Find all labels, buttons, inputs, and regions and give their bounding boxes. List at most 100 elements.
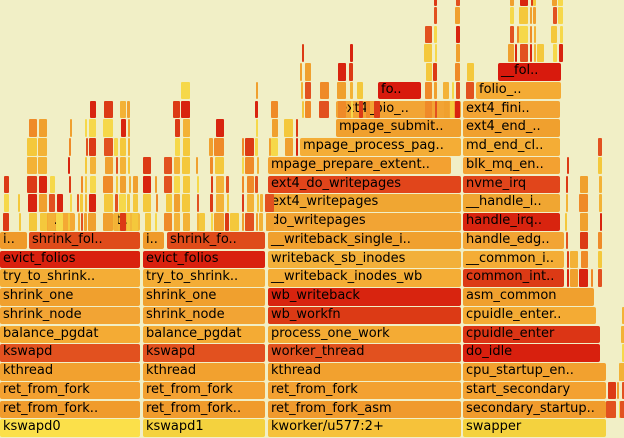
flame-frame-unlabeled[interactable] — [606, 400, 616, 418]
flame-frame-unlabeled[interactable] — [183, 175, 190, 193]
flame-frame-unlabeled[interactable] — [216, 175, 224, 193]
flame-frame-unlabeled[interactable] — [77, 194, 79, 212]
flame-frame-unlabeled[interactable] — [305, 100, 311, 118]
flame-frame-unlabeled[interactable] — [425, 25, 432, 43]
flame-frame-unlabeled[interactable] — [211, 213, 213, 231]
flame-frame-unlabeled[interactable] — [565, 213, 567, 231]
flame-frame[interactable]: wb_workfn — [268, 306, 461, 325]
flame-frame-unlabeled[interactable] — [227, 194, 229, 212]
flame-frame-unlabeled[interactable] — [271, 138, 278, 156]
flame-frame-unlabeled[interactable] — [452, 81, 454, 100]
flame-frame-unlabeled[interactable] — [302, 44, 304, 62]
flame-frame-unlabeled[interactable] — [90, 156, 96, 175]
flame-frame[interactable]: evict_folios — [0, 250, 140, 268]
flame-frame-unlabeled[interactable] — [530, 44, 532, 62]
flame-frame-unlabeled[interactable] — [530, 6, 532, 25]
flame-frame-unlabeled[interactable] — [103, 213, 113, 231]
flame-frame[interactable]: shrink_node — [143, 306, 265, 325]
flame-frame-unlabeled[interactable] — [580, 231, 588, 250]
flame-frame[interactable]: kthread — [0, 363, 140, 381]
flame-frame-unlabeled[interactable] — [570, 250, 578, 268]
flame-frame-unlabeled[interactable] — [620, 363, 624, 381]
flame-frame-unlabeled[interactable] — [39, 119, 47, 137]
flame-frame-unlabeled[interactable] — [256, 213, 258, 231]
flame-frame-unlabeled[interactable] — [598, 138, 602, 156]
flame-frame-unlabeled[interactable] — [225, 213, 229, 231]
flame-frame-unlabeled[interactable] — [39, 175, 47, 193]
flame-frame-unlabeled[interactable] — [89, 138, 96, 156]
flame-frame-unlabeled[interactable] — [242, 194, 244, 212]
flame-frame-unlabeled[interactable] — [519, 25, 528, 43]
flame-frame-unlabeled[interactable] — [515, 44, 517, 62]
flame-frame[interactable]: start_secondary — [463, 381, 606, 400]
flame-frame-unlabeled[interactable] — [424, 44, 432, 62]
flame-frame-unlabeled[interactable] — [181, 81, 190, 100]
flame-frame-unlabeled[interactable] — [349, 63, 353, 81]
flame-frame-unlabeled[interactable] — [350, 44, 353, 62]
flame-frame[interactable]: process_one_work — [268, 325, 461, 343]
flame-frame-unlabeled[interactable] — [319, 100, 329, 118]
flame-frame-unlabeled[interactable] — [127, 100, 130, 118]
flame-frame-unlabeled[interactable] — [89, 194, 96, 212]
flame-frame-unlabeled[interactable] — [508, 44, 514, 62]
flame-frame-unlabeled[interactable] — [128, 119, 130, 137]
flame-frame-unlabeled[interactable] — [119, 194, 126, 212]
flame-frame-unlabeled[interactable] — [260, 194, 263, 212]
flame-frame[interactable]: kworker/u577:2+ — [268, 419, 461, 437]
flame-frame-unlabeled[interactable] — [450, 100, 454, 118]
flame-frame-unlabeled[interactable] — [296, 138, 298, 156]
flame-frame-unlabeled[interactable] — [620, 400, 624, 418]
flame-frame[interactable]: evict_folios — [143, 250, 265, 268]
flame-frame[interactable]: ret_from_fork — [268, 381, 461, 400]
flame-frame-unlabeled[interactable] — [120, 213, 126, 231]
flame-frame-unlabeled[interactable] — [85, 194, 87, 212]
flame-frame[interactable]: kswapd — [0, 344, 140, 362]
flame-frame-unlabeled[interactable] — [182, 194, 190, 212]
flame-frame-unlabeled[interactable] — [551, 25, 557, 43]
flame-frame-unlabeled[interactable] — [182, 156, 190, 175]
flame-frame-unlabeled[interactable] — [533, 0, 536, 6]
flame-frame[interactable]: kswapd — [143, 344, 265, 362]
flame-frame-unlabeled[interactable] — [85, 175, 87, 193]
flame-frame-unlabeled[interactable] — [174, 156, 180, 175]
flame-frame[interactable]: ext4_writepages — [268, 194, 461, 212]
flame-frame-unlabeled[interactable] — [531, 0, 533, 6]
flame-frame-unlabeled[interactable] — [174, 175, 180, 193]
flame-frame[interactable]: worker_thread — [268, 344, 461, 362]
flame-frame-unlabeled[interactable] — [120, 156, 126, 175]
flame-frame-unlabeled[interactable] — [116, 156, 118, 175]
flame-frame[interactable]: i.. — [143, 231, 164, 250]
flame-frame[interactable]: mpage_process_pag.. — [300, 138, 461, 156]
flame-frame-unlabeled[interactable] — [559, 44, 563, 62]
flame-frame-unlabeled[interactable] — [242, 175, 244, 193]
flame-frame-unlabeled[interactable] — [284, 119, 293, 137]
flame-frame[interactable]: try_to_shrink.. — [143, 269, 265, 287]
flame-frame-unlabeled[interactable] — [622, 306, 624, 325]
flame-frame-unlabeled[interactable] — [300, 63, 302, 81]
flame-frame-unlabeled[interactable] — [581, 250, 588, 268]
flame-frame-unlabeled[interactable] — [81, 175, 83, 193]
flame-frame-unlabeled[interactable] — [338, 100, 346, 118]
flame-frame-unlabeled[interactable] — [434, 81, 437, 100]
flame-frame-unlabeled[interactable] — [443, 81, 449, 100]
flame-frame-unlabeled[interactable] — [433, 63, 437, 81]
flame-frame-unlabeled[interactable] — [560, 25, 563, 43]
flame-frame-unlabeled[interactable] — [337, 81, 346, 100]
flame-frame-unlabeled[interactable] — [175, 119, 180, 137]
flame-frame-unlabeled[interactable] — [272, 119, 278, 137]
flame-frame-unlabeled[interactable] — [266, 213, 274, 231]
flame-frame-unlabeled[interactable] — [183, 213, 190, 231]
flame-frame-unlabeled[interactable] — [296, 119, 298, 137]
flame-frame-unlabeled[interactable] — [29, 213, 37, 231]
flame-frame-unlabeled[interactable] — [40, 213, 47, 231]
flame-frame-unlabeled[interactable] — [143, 175, 151, 193]
flame-frame-unlabeled[interactable] — [57, 194, 63, 212]
flame-frame-unlabeled[interactable] — [120, 175, 126, 193]
flame-frame[interactable]: ext4_end_.. — [463, 119, 560, 137]
flame-frame-unlabeled[interactable] — [181, 100, 190, 118]
flame-frame-unlabeled[interactable] — [120, 138, 126, 156]
flame-frame-unlabeled[interactable] — [580, 175, 588, 193]
flame-frame-unlabeled[interactable] — [305, 63, 311, 81]
flame-frame-unlabeled[interactable] — [320, 81, 329, 100]
flame-frame-unlabeled[interactable] — [214, 138, 224, 156]
